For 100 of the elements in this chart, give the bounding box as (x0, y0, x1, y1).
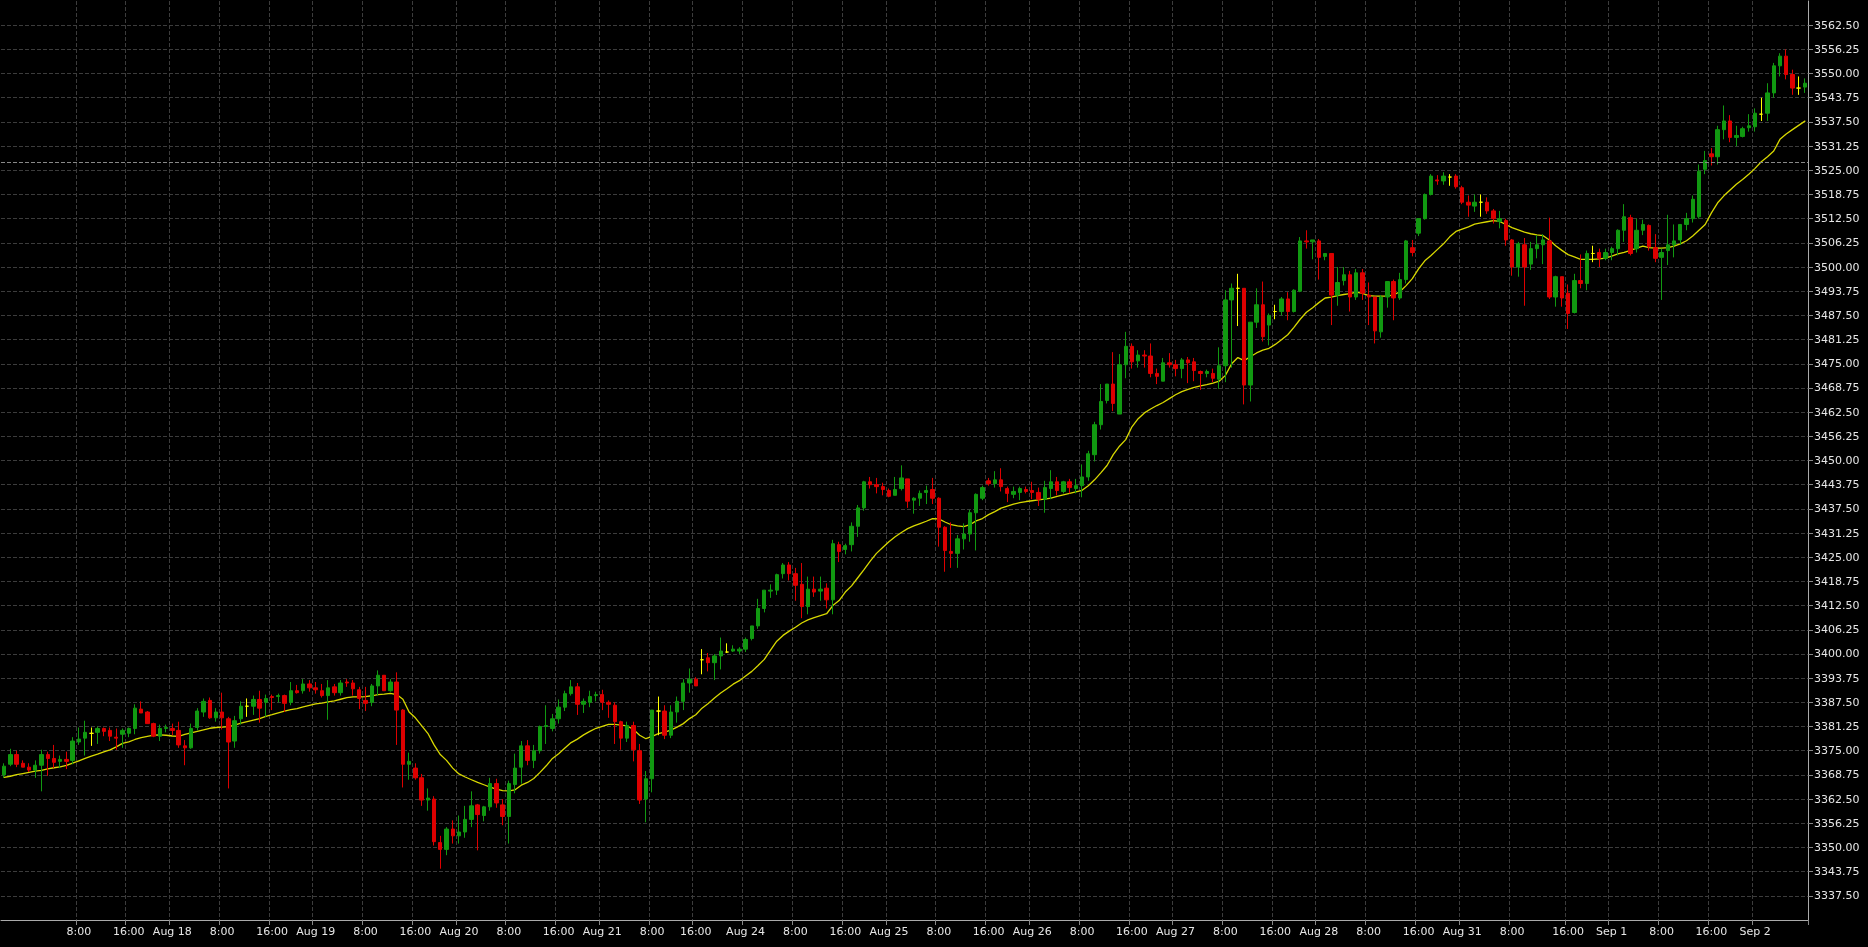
candlestick (264, 694, 268, 718)
candlestick (719, 637, 723, 670)
candlestick (1055, 476, 1059, 496)
candlestick (1709, 147, 1714, 166)
y-tick-label: 3556.25 (1814, 42, 1860, 56)
candlestick (276, 693, 280, 703)
candlestick (1603, 248, 1608, 261)
x-tick-label: 8:00 (639, 925, 665, 938)
candlestick (363, 686, 368, 712)
candlestick (326, 679, 330, 721)
candlestick (525, 739, 530, 766)
x-tick-label: 8:00 (66, 925, 92, 938)
candlestick (631, 721, 636, 762)
candlestick (1684, 212, 1689, 231)
candlestick (1155, 368, 1159, 385)
candlestick (625, 721, 629, 743)
candlestick (662, 704, 667, 740)
candlestick (1522, 237, 1527, 307)
candlestick (1036, 487, 1041, 507)
candlestick (955, 534, 960, 569)
candlestick (232, 715, 237, 749)
candlestick (183, 739, 187, 766)
candlestick (295, 684, 299, 695)
candlestick (1597, 248, 1601, 268)
candlestick (226, 716, 231, 789)
candlestick (905, 478, 910, 509)
candlestick (1628, 214, 1633, 256)
candlestick (644, 770, 648, 823)
candlestick (1211, 368, 1215, 383)
candlestick (594, 691, 598, 702)
y-tick-label: 3562.50 (1814, 18, 1860, 32)
candlestick (89, 726, 94, 747)
candlestick (868, 476, 872, 490)
candlestick (189, 723, 193, 750)
candlestick (1678, 223, 1682, 246)
candlestick (775, 573, 779, 596)
candlestick (120, 727, 125, 749)
candlestick (1198, 370, 1203, 391)
candlestick (687, 667, 692, 694)
y-tick-label: 3506.25 (1814, 236, 1860, 250)
candlestick (1572, 273, 1577, 314)
x-tick-label: Aug 28 (1299, 925, 1339, 938)
candlestick (1161, 357, 1165, 382)
candlestick (469, 790, 474, 828)
candlestick (1566, 283, 1570, 330)
candlestick (569, 679, 573, 697)
candlestick (332, 683, 337, 697)
y-tick-label: 3431.25 (1814, 526, 1860, 540)
y-tick-label: 3337.50 (1814, 889, 1860, 903)
candlestick (1504, 218, 1508, 247)
candlestick (1416, 218, 1421, 237)
candlestick (924, 485, 928, 505)
candlestick (1666, 214, 1670, 266)
candlestick (1267, 312, 1271, 346)
y-tick-label: 3443.75 (1814, 478, 1860, 492)
candlestick (881, 482, 885, 496)
candlestick (1479, 193, 1483, 218)
candlestick (818, 576, 823, 602)
candlestick (1286, 291, 1290, 321)
candlestick (1753, 107, 1757, 133)
candlestick (538, 725, 542, 755)
candlestick (102, 726, 106, 737)
y-tick-label: 3381.25 (1814, 720, 1860, 734)
candlestick (158, 724, 162, 742)
candlestick (588, 690, 592, 708)
candlestick (1385, 281, 1390, 309)
candlestick (862, 480, 866, 512)
candlestick (127, 726, 131, 738)
candlestick (201, 697, 206, 718)
candlestick (482, 805, 486, 822)
candlestick (1423, 193, 1427, 221)
y-tick-label: 3512.50 (1814, 212, 1860, 226)
candlestick (581, 697, 586, 714)
candlestick (1560, 276, 1564, 308)
candlestick (1441, 171, 1446, 186)
candlestick (787, 561, 791, 581)
candlestick (1086, 450, 1090, 482)
candlestick (756, 598, 760, 630)
candlestick (700, 648, 704, 675)
candlestick (475, 803, 480, 851)
candlestick (133, 703, 137, 735)
candlestick (968, 509, 972, 543)
candlestick (58, 755, 62, 769)
candlestick (357, 686, 361, 710)
candlestick (1529, 241, 1533, 271)
candlestick (382, 674, 386, 692)
candlestick (1205, 369, 1209, 378)
line-series (3, 120, 1806, 792)
candlestick (849, 521, 854, 552)
candlestick (426, 787, 430, 812)
candlestick (1348, 270, 1352, 313)
y-tick-label: 3425.00 (1814, 550, 1860, 564)
candlestick (575, 682, 580, 716)
candlestick (1765, 82, 1770, 122)
candlestick (1591, 245, 1595, 263)
candlestick (108, 726, 112, 742)
candlestick (650, 709, 654, 793)
y-tick-label: 3518.75 (1814, 187, 1860, 201)
candlestick (270, 694, 274, 711)
y-tick-label: 3350.00 (1814, 840, 1860, 854)
